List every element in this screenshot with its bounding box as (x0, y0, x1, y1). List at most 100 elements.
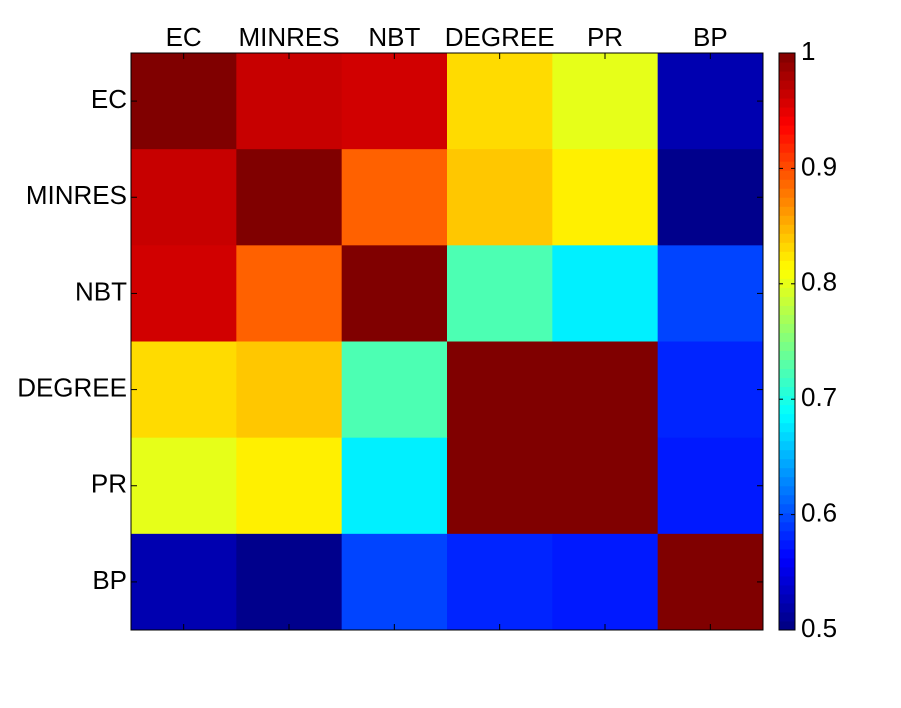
x-tick-label: BP (693, 22, 728, 52)
colorbar-swatch (779, 503, 795, 514)
heatmap-cell (552, 437, 659, 535)
heatmap-cell (341, 149, 448, 246)
colorbar-swatch (779, 440, 795, 451)
colorbar-swatch (779, 593, 795, 604)
colorbar-swatch (779, 125, 795, 135)
colorbar-tick-label: 0.6 (801, 497, 837, 527)
heatmap-cell (236, 245, 343, 342)
colorbar-swatch (779, 188, 795, 198)
colorbar-swatch (779, 521, 795, 532)
colorbar-swatch (779, 197, 795, 207)
colorbar-swatch (779, 287, 795, 297)
heatmap-cell (447, 53, 553, 150)
colorbar-swatch (779, 512, 795, 523)
colorbar-swatch (779, 305, 795, 315)
colorbar-swatch (779, 80, 795, 90)
colorbar-swatch (779, 530, 795, 541)
colorbar-swatch (779, 584, 795, 595)
heatmap-cell (447, 245, 553, 342)
heatmap-cell (341, 341, 448, 439)
colorbar-swatch (779, 368, 795, 379)
x-tick-label: MINRES (238, 22, 339, 52)
heatmap-cell (657, 53, 764, 150)
y-tick-label: NBT (75, 276, 127, 306)
x-tick-label: DEGREE (445, 22, 555, 52)
heatmap-cell (552, 53, 659, 150)
heatmap-cell (657, 245, 764, 342)
colorbar-swatch (779, 548, 795, 559)
heatmap-cell (131, 53, 237, 150)
colorbar-swatch (779, 314, 795, 324)
y-tick-label: BP (92, 565, 127, 595)
y-tick-label: PR (91, 469, 127, 499)
heatmap-cell (447, 437, 553, 535)
heatmap-cell (447, 149, 553, 246)
colorbar-swatch (779, 215, 795, 225)
colorbar-swatch (779, 422, 795, 433)
colorbar-swatch (779, 611, 795, 622)
heatmap-cell (341, 53, 448, 150)
colorbar-tick-label: 0.5 (801, 613, 837, 643)
colorbar-swatch (779, 602, 795, 613)
colorbar-swatch (779, 485, 795, 496)
heatmap-cell (236, 533, 343, 631)
colorbar-swatch (779, 152, 795, 162)
colorbar-frame (778, 52, 796, 631)
x-tick-label: NBT (368, 22, 420, 52)
colorbar-swatch (779, 242, 795, 252)
heatmap-cell (236, 53, 343, 150)
colorbar-swatch (779, 566, 795, 577)
colorbar-swatch (779, 206, 795, 216)
colorbar-swatch (779, 431, 795, 442)
colorbar-tick-label: 0.8 (801, 267, 837, 297)
colorbar-swatch (779, 377, 795, 388)
colorbar-swatch (779, 107, 795, 117)
heatmap-cell (447, 533, 553, 631)
heatmap-cell (447, 341, 553, 439)
x-tick-label: EC (166, 22, 202, 52)
colorbar-swatch (779, 494, 795, 505)
colorbar-swatch (779, 161, 795, 171)
heatmap-cell (552, 341, 659, 439)
colorbar-swatch (779, 71, 795, 81)
colorbar-tick-label: 0.7 (801, 382, 837, 412)
colorbar-swatch (779, 116, 795, 126)
colorbar-swatch (779, 233, 795, 243)
heatmap-cell (341, 533, 448, 631)
heatmap-cell (236, 149, 343, 246)
colorbar-swatch (779, 224, 795, 234)
heatmap-cell (552, 149, 659, 246)
colorbar-swatch (779, 296, 795, 306)
colorbar-swatch (779, 260, 795, 270)
colorbar-swatch (779, 53, 795, 63)
colorbar-swatch (779, 134, 795, 144)
plot-frame (130, 52, 764, 631)
colorbar-swatch (779, 143, 795, 153)
y-tick-label: MINRES (26, 180, 127, 210)
heatmap-cell (657, 341, 764, 439)
heatmap-cell (657, 533, 764, 631)
heatmap-cell (131, 341, 237, 439)
colorbar-swatch (779, 476, 795, 487)
heatmap-cell (236, 341, 343, 439)
colorbar-swatch (779, 404, 795, 415)
colorbar-swatch (779, 620, 795, 631)
heatmap-cell (131, 437, 237, 535)
heatmap-cell (341, 437, 448, 535)
colorbar-tick-label: 0.9 (801, 151, 837, 181)
colorbar-swatch (779, 170, 795, 180)
colorbar-swatch (779, 251, 795, 261)
colorbar-swatch (779, 395, 795, 406)
colorbar-swatch (779, 98, 795, 108)
colorbar-swatch (779, 341, 795, 352)
colorbar-tick-label: 1 (801, 36, 815, 66)
colorbar-swatch (779, 575, 795, 586)
colorbar-swatch (779, 449, 795, 460)
colorbar-swatch (779, 350, 795, 361)
colorbar-swatch (779, 278, 795, 288)
colorbar-swatch (779, 89, 795, 99)
colorbar-swatch (779, 179, 795, 189)
y-tick-label: DEGREE (17, 372, 127, 402)
heatmap-cell (657, 149, 764, 246)
